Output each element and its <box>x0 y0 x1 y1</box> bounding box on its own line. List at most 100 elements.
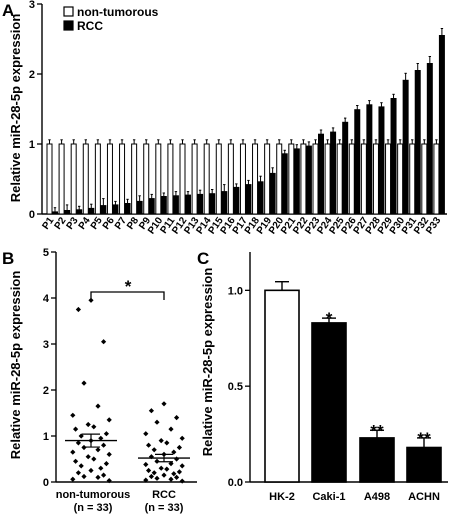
panel-a-y-tick-label: 3 <box>29 0 35 11</box>
panel-a-bar-rcc <box>438 35 445 215</box>
panel-a-bar-non-tumorous <box>348 143 355 215</box>
panel-b-point-rcc <box>176 469 182 475</box>
panel-b-point-rcc <box>179 478 185 484</box>
panel-c-y-axis-label: Relative miR-28-5p expression <box>200 268 215 457</box>
panel-b-y-tick-label: 1 <box>43 431 49 443</box>
panel-a-bar-non-tumorous <box>312 143 319 215</box>
panel-a-bar-rcc <box>366 104 373 215</box>
panel-b-point-non-tumorous <box>70 476 76 482</box>
panel-a: A Relative miR-28-5p expression non-tumo… <box>2 0 447 236</box>
panel-b-point-rcc <box>179 463 185 469</box>
panel-c-bars: HK-2 * Caki-1 ** A498 ** ACHN <box>264 281 442 503</box>
panel-b-point-non-tumorous <box>81 380 87 386</box>
panel-b-y-tick-label: 5 <box>43 247 49 259</box>
panel-a-bar-rcc <box>88 207 95 215</box>
panel-a-bar-non-tumorous <box>131 143 138 215</box>
panel-b-point-rcc <box>168 461 174 467</box>
panel-b-y-tick-label: 4 <box>43 293 50 305</box>
panel-a-bar-rcc <box>76 209 83 215</box>
panel-b-point-rcc <box>146 467 152 474</box>
panel-c-letter: C <box>197 249 209 268</box>
panel-b-point-non-tumorous <box>75 440 81 446</box>
panel-a-bar-non-tumorous <box>227 143 234 215</box>
panel-b-n-rcc: (n = 33) <box>145 502 184 514</box>
panel-a-bar-non-tumorous <box>433 143 440 215</box>
panel-c-significance-caki-1: * <box>326 309 333 328</box>
panel-b-point-non-tumorous <box>70 412 76 418</box>
panel-b-significance-bracket <box>90 291 165 300</box>
panel-a-bar-non-tumorous <box>46 143 53 215</box>
panel-b-point-non-tumorous <box>98 435 104 441</box>
panel-b-point-rcc <box>151 470 157 476</box>
panel-b: B Relative miR-28-5p expression 0 1 2 3 4 5 n… <box>2 247 197 514</box>
panel-b-point-rcc <box>143 461 149 468</box>
panel-b-point-rcc <box>164 440 170 446</box>
panel-b-n-non-tumorous: (n = 33) <box>74 502 113 514</box>
panel-a-bar-non-tumorous <box>252 143 259 215</box>
panel-a-bar-rcc <box>148 198 155 215</box>
panel-a-bar-non-tumorous <box>264 143 271 215</box>
panel-c-y-tick-label: 0.0 <box>228 477 243 489</box>
panel-a-bar-rcc <box>221 191 228 215</box>
panel-c-bar-a498 <box>359 437 395 483</box>
panel-b-point-non-tumorous <box>85 454 91 460</box>
panel-b-point-non-tumorous <box>81 473 87 480</box>
panel-a-bar-rcc <box>64 210 71 215</box>
panel-a-bar-rcc <box>414 70 421 215</box>
panel-b-significance-star: * <box>125 277 132 296</box>
panel-a-bar-non-tumorous <box>82 143 89 215</box>
panel-a-bar-non-tumorous <box>179 143 186 215</box>
panel-a-bar-rcc <box>209 193 216 215</box>
panel-a-bar-rcc <box>378 106 385 215</box>
panel-b-point-non-tumorous <box>98 465 104 471</box>
panel-b-point-non-tumorous <box>103 431 109 437</box>
panel-b-point-rcc <box>161 401 167 407</box>
panel-a-bar-rcc <box>172 195 179 215</box>
panel-b-point-rcc <box>174 415 180 421</box>
panel-a-bar-non-tumorous <box>191 143 198 215</box>
panel-b-point-non-tumorous <box>101 472 107 478</box>
panel-b-point-non-tumorous <box>95 403 101 409</box>
panel-a-legend: non-tumorous RCC <box>63 5 159 33</box>
panel-a-bar-rcc <box>245 184 252 215</box>
panel-a-bar-rcc <box>402 79 409 215</box>
panel-c-category-a498: A498 <box>364 491 390 503</box>
panel-a-bar-rcc <box>197 193 204 215</box>
panel-a-bar-non-tumorous <box>300 143 307 215</box>
panel-a-bar-rcc <box>136 200 143 215</box>
panel-b-point-rcc <box>154 419 160 425</box>
panel-a-bar-non-tumorous <box>421 143 428 215</box>
panel-c-significance-achn: ** <box>417 429 431 448</box>
panel-a-bar-rcc <box>330 131 337 215</box>
panel-a-bar-non-tumorous <box>409 143 416 215</box>
panel-b-point-non-tumorous <box>106 417 112 423</box>
panel-b-point-rcc <box>151 447 157 453</box>
panel-b-point-non-tumorous <box>85 421 91 428</box>
panel-a-category-labels: P1P2P3P4P5P6P7P8P9P10P11P12P13P14P15P16P… <box>40 215 443 236</box>
panel-a-bar-rcc <box>281 153 288 215</box>
panel-c-category-achn: ACHN <box>408 491 440 503</box>
panel-a-bar-rcc <box>305 145 312 215</box>
panel-b-point-rcc <box>174 456 180 462</box>
panel-a-bar-rcc <box>124 203 131 215</box>
panel-b-point-rcc <box>171 471 177 477</box>
panel-b-point-rcc <box>176 444 182 451</box>
panel-b-point-non-tumorous <box>106 451 112 457</box>
panel-b-y-tick-label: 3 <box>43 339 49 351</box>
panel-c-bar-hk-2 <box>264 289 300 483</box>
panel-a-bar-rcc <box>390 98 397 215</box>
panel-b-point-non-tumorous <box>106 478 112 484</box>
panel-a-bar-non-tumorous <box>106 143 113 215</box>
panel-b-category-rcc: RCC <box>152 489 176 501</box>
panel-a-bars <box>46 28 445 215</box>
panel-c-y-tick-label: 1.0 <box>228 285 243 297</box>
panel-b-point-rcc <box>143 431 149 437</box>
panel-a-bar-rcc <box>342 121 349 215</box>
panel-a-bar-non-tumorous <box>70 143 77 215</box>
panel-b-point-rcc <box>158 438 164 444</box>
panel-b-point-rcc <box>148 473 154 480</box>
panel-a-bar-rcc <box>257 181 264 215</box>
panel-b-y-tick-label: 2 <box>43 385 49 397</box>
panel-a-category-label: P33 <box>424 215 443 236</box>
